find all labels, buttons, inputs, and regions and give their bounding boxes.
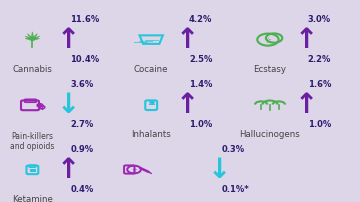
Text: Cannabis: Cannabis xyxy=(13,65,52,74)
Text: 2.7%: 2.7% xyxy=(70,120,94,129)
Text: Inhalants: Inhalants xyxy=(131,129,171,138)
Text: 2.5%: 2.5% xyxy=(189,55,212,64)
Text: ↑: ↑ xyxy=(57,155,80,183)
Text: 0.1%*: 0.1%* xyxy=(221,184,249,193)
Text: Hallucinogens: Hallucinogens xyxy=(240,129,300,138)
Text: 10.4%: 10.4% xyxy=(70,55,99,64)
Text: 3.0%: 3.0% xyxy=(308,15,331,24)
Text: 3.6%: 3.6% xyxy=(70,79,94,88)
Text: 1.0%: 1.0% xyxy=(308,120,331,129)
Text: ↑: ↑ xyxy=(57,25,80,53)
Text: Pain-killers
and opioids: Pain-killers and opioids xyxy=(10,131,55,151)
Text: ☆: ☆ xyxy=(265,36,271,45)
Text: 4.2%: 4.2% xyxy=(189,15,212,24)
Polygon shape xyxy=(31,33,34,40)
Polygon shape xyxy=(31,37,40,41)
Text: ↑: ↑ xyxy=(176,90,199,118)
Text: 1.4%: 1.4% xyxy=(189,79,212,88)
Text: 1.0%: 1.0% xyxy=(189,120,212,129)
Text: Cocaine: Cocaine xyxy=(134,65,168,74)
Text: 0.3%: 0.3% xyxy=(221,144,244,153)
Text: ☆: ☆ xyxy=(131,167,137,172)
Text: 0.9%: 0.9% xyxy=(70,144,93,153)
Polygon shape xyxy=(27,35,34,41)
Text: 0.4%: 0.4% xyxy=(70,184,94,193)
Text: Ecstasy: Ecstasy xyxy=(253,65,287,74)
Text: ↑: ↑ xyxy=(176,25,199,53)
Text: 2.2%: 2.2% xyxy=(308,55,331,64)
Polygon shape xyxy=(25,37,33,41)
Text: ↓: ↓ xyxy=(208,155,231,183)
Polygon shape xyxy=(31,35,37,41)
Polygon shape xyxy=(25,39,33,41)
Text: 1.6%: 1.6% xyxy=(308,79,331,88)
Text: ↑: ↑ xyxy=(294,90,318,118)
Text: Ketamine: Ketamine xyxy=(12,194,53,202)
Text: ↑: ↑ xyxy=(294,25,318,53)
Text: 11.6%: 11.6% xyxy=(70,15,99,24)
Polygon shape xyxy=(32,39,40,41)
Text: ↓: ↓ xyxy=(57,90,80,118)
